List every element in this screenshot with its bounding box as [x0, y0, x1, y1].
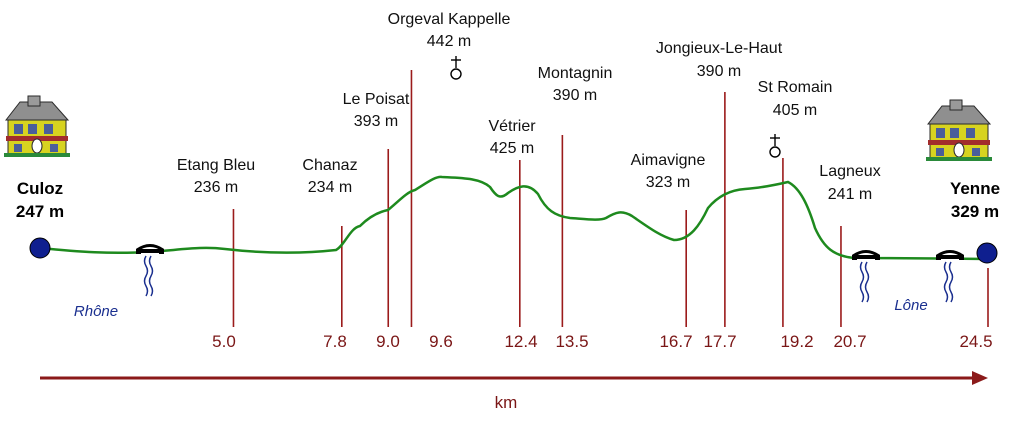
- waypoint-elevation: 236 m: [194, 179, 238, 196]
- km-tick-label: 20.7: [833, 332, 866, 351]
- waypoint-name: Etang Bleu: [177, 157, 255, 174]
- km-tick-label: 7.8: [323, 332, 347, 351]
- waypoint-name: Aimavigne: [631, 152, 706, 169]
- waypoint-elevation: 234 m: [308, 179, 352, 196]
- waypoint-name: Le Poisat: [343, 91, 410, 108]
- waypoint-name: Orgeval Kappelle: [388, 11, 511, 28]
- bridge-icon: [850, 250, 882, 304]
- km-tick-label: 12.4: [504, 332, 537, 351]
- waypoint-elevation: 241 m: [828, 186, 872, 203]
- river-label: Lône: [894, 297, 927, 314]
- bridge-icon: [934, 250, 966, 304]
- km-tick-label: 19.2: [780, 332, 813, 351]
- waypoint-name: Montagnin: [538, 65, 613, 82]
- waypoint-elevation: 390 m: [697, 63, 741, 80]
- end-point: [976, 242, 998, 264]
- waypoint-name: St Romain: [758, 79, 833, 96]
- waypoint-name: Chanaz: [302, 157, 357, 174]
- waypoint-name: Lagneux: [819, 163, 880, 180]
- elevation-profile-line: [39, 175, 989, 261]
- bridge-icon: [134, 244, 166, 298]
- km-tick-label: 24.5: [959, 332, 992, 351]
- start-name: Culoz: [17, 179, 63, 198]
- house-icon: [3, 95, 71, 158]
- km-tick-label: 13.5: [555, 332, 588, 351]
- km-tick-label: 9.0: [376, 332, 400, 351]
- km-tick-label: 17.7: [703, 332, 736, 351]
- end-name: Yenne: [950, 179, 1000, 198]
- km-tick-label: 16.7: [659, 332, 692, 351]
- axis-arrowhead: [972, 371, 988, 385]
- house-icon: [925, 99, 993, 162]
- axis-unit-label: km: [495, 393, 518, 412]
- waypoint-name: Vétrier: [488, 118, 536, 135]
- end-elevation: 329 m: [951, 202, 999, 221]
- chapel-icon: [769, 133, 781, 158]
- km-tick-label: 9.6: [429, 332, 453, 351]
- km-tick-label: 5.0: [212, 332, 236, 351]
- chapel-icon: [450, 55, 462, 80]
- waypoint-elevation: 425 m: [490, 140, 534, 157]
- waypoint-name: Jongieux-Le-Haut: [656, 40, 783, 57]
- waypoint-elevation: 442 m: [427, 33, 471, 50]
- start-elevation: 247 m: [16, 202, 64, 221]
- river-label: Rhône: [74, 303, 118, 320]
- start-point: [29, 237, 51, 259]
- waypoint-elevation: 390 m: [553, 87, 597, 104]
- waypoint-elevation: 405 m: [773, 102, 817, 119]
- waypoint-elevation: 323 m: [646, 174, 690, 191]
- waypoint-elevation: 393 m: [354, 113, 398, 130]
